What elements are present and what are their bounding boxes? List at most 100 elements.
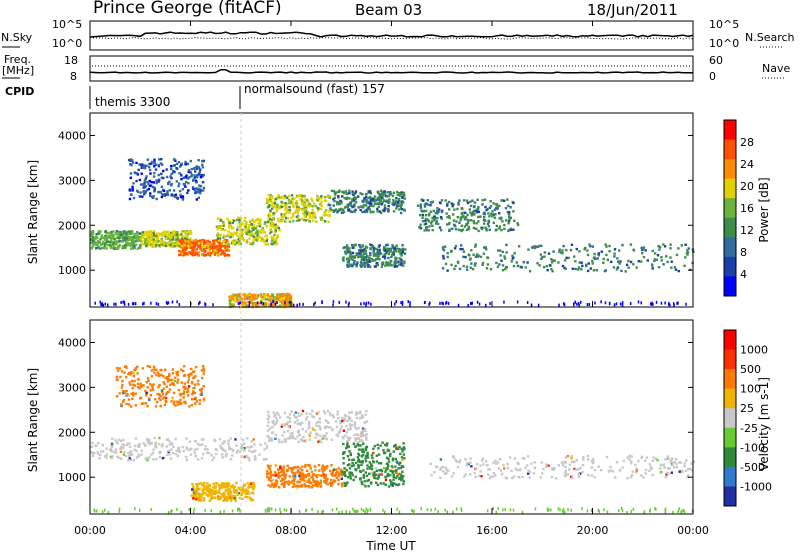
data-cell: [340, 201, 343, 205]
data-cell: [307, 427, 310, 430]
data-cell: [153, 190, 156, 193]
data-cell: [210, 494, 213, 497]
data-cell: [533, 466, 536, 470]
data-cell: [352, 458, 355, 461]
data-cell: [387, 256, 390, 260]
data-cell: [267, 421, 270, 424]
data-cell: [334, 193, 337, 196]
data-cell: [455, 220, 458, 223]
data-cell: [145, 394, 148, 397]
data-cell: [509, 206, 512, 209]
data-cell: [288, 220, 292, 223]
data-cell: [236, 295, 239, 298]
data-cell: [119, 375, 122, 379]
data-cell: [427, 214, 431, 217]
data-cell: [161, 390, 164, 394]
data-cell: [570, 456, 573, 460]
data-cell: [127, 398, 131, 401]
data-cell: [281, 434, 284, 437]
data-cell: [110, 238, 113, 242]
data-cell: [499, 469, 503, 472]
data-cell: [125, 232, 128, 236]
data-cell: [145, 230, 148, 234]
freq-label-2: [MHz]: [2, 64, 35, 77]
data-cell: [367, 508, 369, 512]
data-cell: [291, 485, 295, 489]
data-cell: [297, 431, 300, 434]
data-cell: [260, 295, 263, 299]
data-cell: [534, 507, 537, 511]
data-cell: [236, 234, 239, 237]
data-cell: [642, 476, 645, 479]
data-cell: [175, 162, 179, 165]
data-cell: [154, 233, 157, 236]
data-cell: [401, 249, 405, 252]
data-cell: [138, 508, 141, 512]
data-cell: [340, 207, 343, 211]
data-cell: [391, 457, 395, 460]
data-cell: [306, 480, 309, 483]
data-cell: [273, 200, 277, 203]
data-cell: [593, 252, 596, 256]
data-cell: [99, 230, 102, 233]
data-cell: [470, 212, 473, 216]
data-cell: [195, 483, 198, 486]
data-cell: [135, 179, 138, 183]
data-cell: [308, 486, 311, 489]
data-cell: [240, 492, 243, 495]
data-cell: [181, 195, 185, 198]
data-cell: [400, 456, 404, 459]
data-cell: [144, 242, 147, 245]
data-cell: [248, 224, 251, 227]
data-cell: [294, 202, 298, 205]
data-cell: [465, 223, 469, 227]
data-cell: [400, 261, 403, 265]
data-cell: [331, 473, 334, 477]
data-cell: [438, 201, 442, 204]
data-cell: [242, 293, 245, 296]
data-cell: [265, 197, 269, 201]
data-cell: [300, 474, 304, 477]
data-cell: [233, 293, 237, 297]
data-cell: [361, 205, 364, 208]
data-cell: [363, 421, 367, 424]
data-cell: [147, 230, 151, 233]
data-cell: [269, 465, 272, 468]
data-cell: [482, 252, 486, 255]
data-cell: [346, 476, 350, 479]
data-cell: [225, 484, 229, 487]
data-cell: [206, 488, 209, 492]
data-cell: [362, 200, 365, 203]
data-cell: [322, 214, 326, 217]
data-cell: [402, 448, 406, 451]
data-cell: [246, 489, 249, 492]
data-cell: [97, 232, 100, 235]
data-cell: [200, 499, 203, 502]
data-cell: [268, 427, 272, 430]
data-cell: [397, 198, 401, 201]
data-cell: [230, 494, 234, 498]
data-cell: [171, 300, 174, 304]
data-cell: [237, 294, 241, 298]
data-cell: [115, 302, 117, 306]
data-cell: [666, 467, 670, 470]
data-cell: [539, 476, 542, 479]
data-cell: [295, 466, 298, 469]
data-cell: [224, 246, 227, 250]
data-cell: [116, 442, 119, 445]
data-cell: [168, 180, 171, 184]
data-cell: [340, 468, 343, 471]
data-cell: [351, 251, 355, 255]
data-cell: [239, 509, 241, 513]
data-cell: [337, 467, 340, 470]
data-cell: [190, 403, 194, 407]
data-cell: [506, 466, 510, 470]
data-cell: [248, 458, 251, 462]
data-cell: [308, 220, 311, 223]
data-cell: [497, 467, 501, 470]
data-cell: [186, 253, 189, 256]
data-cell: [119, 447, 122, 450]
data-cell: [325, 432, 328, 435]
data-cell: [481, 261, 485, 265]
